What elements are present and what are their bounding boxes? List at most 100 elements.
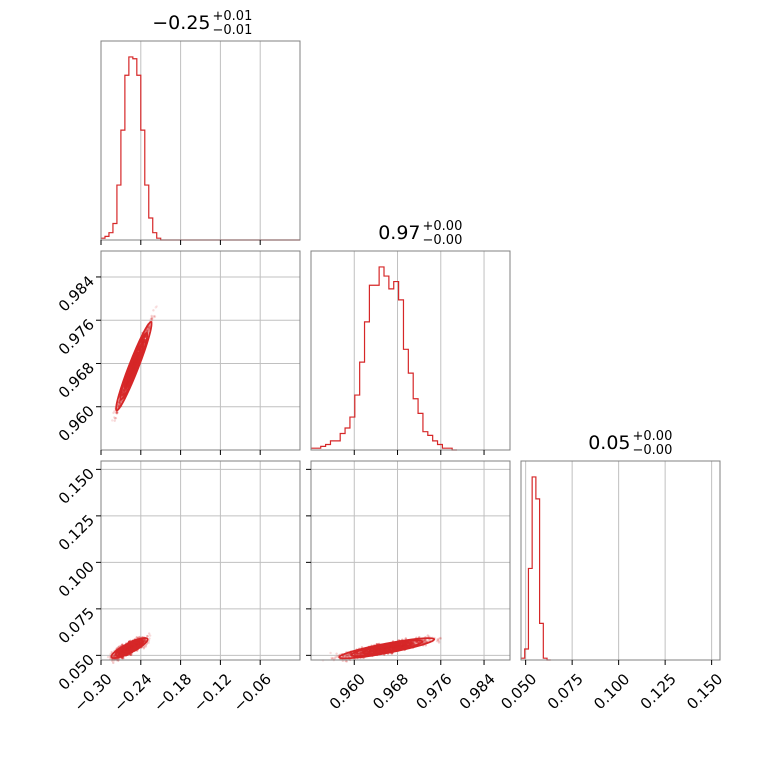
sample-point [153,315,157,318]
scatter-panel-0-2-xtick-label-4: −0.06 [230,670,275,715]
sample-point [344,654,347,657]
sample-point [124,648,128,651]
sample-point [120,395,124,398]
sample-point [396,644,400,648]
sample-point [143,639,146,642]
sample-point [112,411,115,415]
sample-point [113,416,116,419]
sample-point [122,389,126,392]
sample-point [142,339,145,342]
sample-point [376,648,379,652]
sample-point [121,392,125,396]
sample-point [428,635,431,638]
sample-point [354,652,358,656]
sample-point [126,382,129,385]
sample-point [117,400,121,403]
density-contour-3 [371,643,402,654]
sample-point [358,652,362,655]
sample-point [123,389,126,392]
sample-point [122,388,125,391]
sample-point [117,652,121,656]
sample-point [329,651,332,655]
sample-point [139,350,142,353]
sample-point [336,655,339,658]
sample-point [439,636,442,640]
sample-point [145,330,149,333]
sample-point [346,654,349,657]
scatter-panel-0-1-ytick-label-0: 0.960 [55,402,98,445]
sample-point [385,647,388,650]
sample-point [150,319,154,322]
sample-point [146,634,149,638]
sample-point [401,644,405,647]
sample-point [395,644,398,648]
sample-point [402,643,406,647]
sample-point [412,642,416,645]
sample-point [146,329,150,332]
sample-point [134,359,138,362]
sample-point [125,382,129,386]
sample-point [143,335,147,339]
sample-point [335,652,338,655]
sample-point [138,635,141,639]
sample-point [130,368,133,371]
sample-point [390,645,393,649]
sample-point [395,644,398,648]
sample-point [147,641,150,645]
sample-point [111,419,114,422]
param-title-1-value: 0.97 [378,222,420,244]
sample-point [121,393,124,396]
sample-point [342,655,345,658]
sample-point [395,645,398,648]
sample-point [355,652,358,655]
sample-point [360,651,363,655]
sample-point [375,649,378,652]
sample-point [357,652,360,655]
sample-point [117,652,121,655]
sample-point [395,645,398,648]
sample-point [416,641,419,644]
scatter-panel-0-2-xtick-label-2: −0.18 [150,670,195,715]
sample-point [146,329,150,332]
sample-point [356,651,359,655]
sample-point [368,650,371,653]
sample-point [135,636,138,639]
sample-point [148,326,151,329]
sample-point [368,649,372,653]
sample-point [359,652,362,655]
sample-point [138,348,142,351]
sample-point [126,381,129,384]
sample-point [139,349,142,352]
sample-point [115,412,119,415]
sample-point [138,348,142,351]
sample-point [142,340,146,343]
sample-point [412,641,415,644]
sample-point [426,634,429,637]
sample-point [331,656,335,660]
sample-point [147,632,151,635]
sample-point [412,641,415,645]
param-title-2-upper: +0.00 [633,429,673,444]
sample-point [367,650,371,654]
sample-point [117,651,120,655]
sample-point [404,643,407,647]
sample-point [374,648,378,652]
sample-point [128,374,132,377]
sample-point [369,650,372,654]
sample-point [359,651,362,654]
scatter-panel-0-1-frame [100,250,301,451]
sample-point [410,642,414,646]
scatter-panel-0-2-ytick-label-1: 0.075 [55,604,98,647]
sample-point [121,391,125,394]
sample-point [396,645,399,648]
sample-point [131,370,134,374]
sample-point [148,327,151,330]
sample-point [369,650,372,654]
sample-point [121,394,124,397]
sample-point [144,644,148,647]
sample-point [142,340,146,344]
sample-point [436,638,440,642]
sample-point [138,348,141,352]
sample-point [151,317,154,320]
sample-point [395,645,398,649]
